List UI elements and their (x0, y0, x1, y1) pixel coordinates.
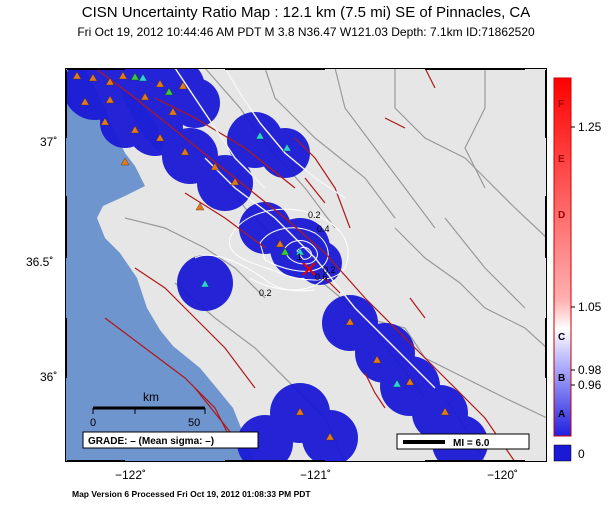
colorbar-zero-label: 0 (578, 447, 585, 461)
colorbar-gradient (553, 77, 572, 437)
scalebar-tick-0: 0 (90, 417, 96, 429)
colorbar: F E D C B A 1.25 1.05 0.98 0.96 0 (553, 77, 602, 462)
colorbar-letter-e: E (558, 154, 565, 165)
monterey-peninsula (140, 263, 175, 293)
grade-text: GRADE: – (Mean sigma: –) (88, 436, 214, 447)
colorbar-value-1-05: 1.05 (578, 300, 602, 314)
scalebar-tick-50: 50 (188, 417, 200, 429)
lat-label-36-5: 36.5˚ (26, 255, 53, 269)
colorbar-value-0-98: 0.98 (578, 363, 602, 377)
lon-label-120: −120˚ (487, 468, 518, 482)
contour-label-5: 0.6 (315, 272, 328, 282)
ocean-area (65, 68, 255, 462)
contour-label-6: 0.2 (323, 265, 336, 275)
colorbar-letter-b: B (558, 373, 565, 384)
contour-label-3: 0.2 (259, 288, 272, 298)
station-green-triangles (130, 72, 290, 256)
lon-label-122: −122˚ (115, 468, 146, 482)
fault-lines (94, 68, 516, 462)
map-canvas[interactable]: 0.2 0.4 0.2 1 0.6 0.2 km 0 50 GRADE: – (… (63, 66, 549, 464)
contour-label-1: 0.2 (308, 210, 321, 220)
colorbar-value-1-25: 1.25 (578, 120, 602, 134)
grade-box: GRADE: – (Mean sigma: –) (82, 431, 259, 449)
mi-legend-text: MI = 6.0 (453, 438, 490, 449)
colorbar-zero-swatch (553, 444, 572, 462)
scale-bar: km 0 50 (90, 390, 206, 429)
contour-label-2: 0.4 (317, 224, 330, 234)
mi-legend: MI = 6.0 (396, 433, 530, 450)
lon-label-121: −121˚ (300, 468, 331, 482)
epicenter-star (302, 262, 316, 276)
map-panel[interactable]: 0.2 0.4 0.2 1 0.6 0.2 km 0 50 GRADE: – (… (63, 66, 549, 464)
scalebar-title: km (143, 390, 159, 404)
colorbar-letter-d: D (558, 210, 565, 221)
station-cyan-triangles (138, 73, 402, 388)
colorbar-letter-c: C (558, 332, 565, 343)
colorbar-letter-a: A (558, 409, 565, 420)
footer-text: Map Version 6 Processed Fri Oct 19, 2012… (72, 489, 311, 499)
colorbar-letter-f: F (558, 99, 564, 110)
lat-label-36: 36˚ (40, 370, 57, 384)
lat-label-37: 37˚ (40, 135, 57, 149)
contour-label-4: 1 (297, 252, 302, 262)
colorbar-value-0-96: 0.96 (578, 378, 602, 392)
event-info: Fri Oct 19, 2012 10:44:46 AM PDT M 3.8 N… (77, 25, 535, 39)
highways (174, 68, 436, 389)
map-title: CISN Uncertainty Ratio Map : 12.1 km (7.… (81, 4, 531, 21)
ratio-contours (194, 208, 349, 292)
